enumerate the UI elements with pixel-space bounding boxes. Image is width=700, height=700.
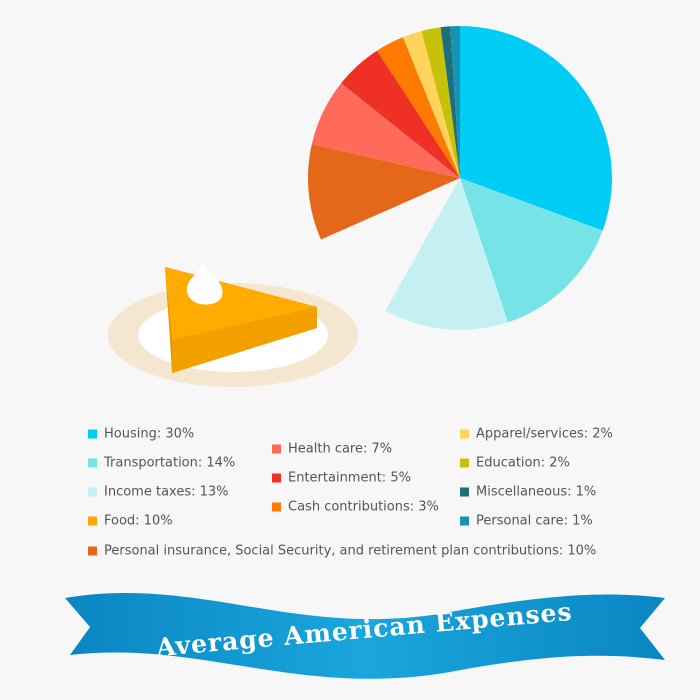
food-slice [165, 262, 317, 373]
legend-label: Food: 10% [104, 514, 173, 529]
pie-slice [385, 178, 508, 330]
pie-slice [311, 83, 460, 178]
slice-front [172, 307, 317, 373]
pie [308, 26, 612, 330]
legend-swatch [272, 473, 281, 483]
pie-slice [460, 178, 603, 323]
legend-swatch [88, 429, 97, 439]
pie-slice [440, 26, 460, 178]
legend-swatch [272, 502, 281, 512]
legend-swatch [460, 458, 469, 468]
pie-slice [377, 37, 460, 178]
legend-swatch [460, 429, 469, 439]
legend-swatch [88, 458, 97, 468]
legend: Housing: 30% Transportation: 14% Income ta… [88, 427, 613, 559]
legend-label: Entertainment: 5% [288, 471, 411, 486]
legend-swatch [88, 546, 97, 556]
pie-slice [341, 50, 460, 178]
legend-label: Education: 2% [476, 456, 570, 471]
pie-slice [421, 27, 460, 178]
pie-slice [308, 144, 460, 240]
legend-label: Transportation: 14% [103, 456, 235, 471]
legend-label: Miscellaneous: 1% [476, 485, 596, 500]
legend-swatch [460, 487, 469, 497]
pie-slice [460, 26, 612, 231]
legend-swatch [272, 444, 281, 454]
legend-swatch [88, 487, 97, 497]
legend-swatch [460, 516, 469, 526]
legend-label: Health care: 7% [288, 442, 392, 457]
legend-swatch [88, 516, 97, 526]
pie-slice [402, 30, 460, 179]
cream [186, 262, 223, 305]
legend-label: Housing: 30% [104, 427, 194, 442]
legend-label: Personal care: 1% [476, 514, 593, 529]
legend-label: Personal insurance, Social Security, and… [104, 544, 596, 559]
legend-label: Cash contributions: 3% [288, 500, 439, 515]
banner: Average American Expenses [65, 592, 665, 679]
legend-label: Income taxes: 13% [104, 485, 229, 500]
pie-slice [450, 26, 460, 178]
legend-label: Apparel/services: 2% [476, 427, 613, 442]
ribbon [65, 592, 665, 679]
